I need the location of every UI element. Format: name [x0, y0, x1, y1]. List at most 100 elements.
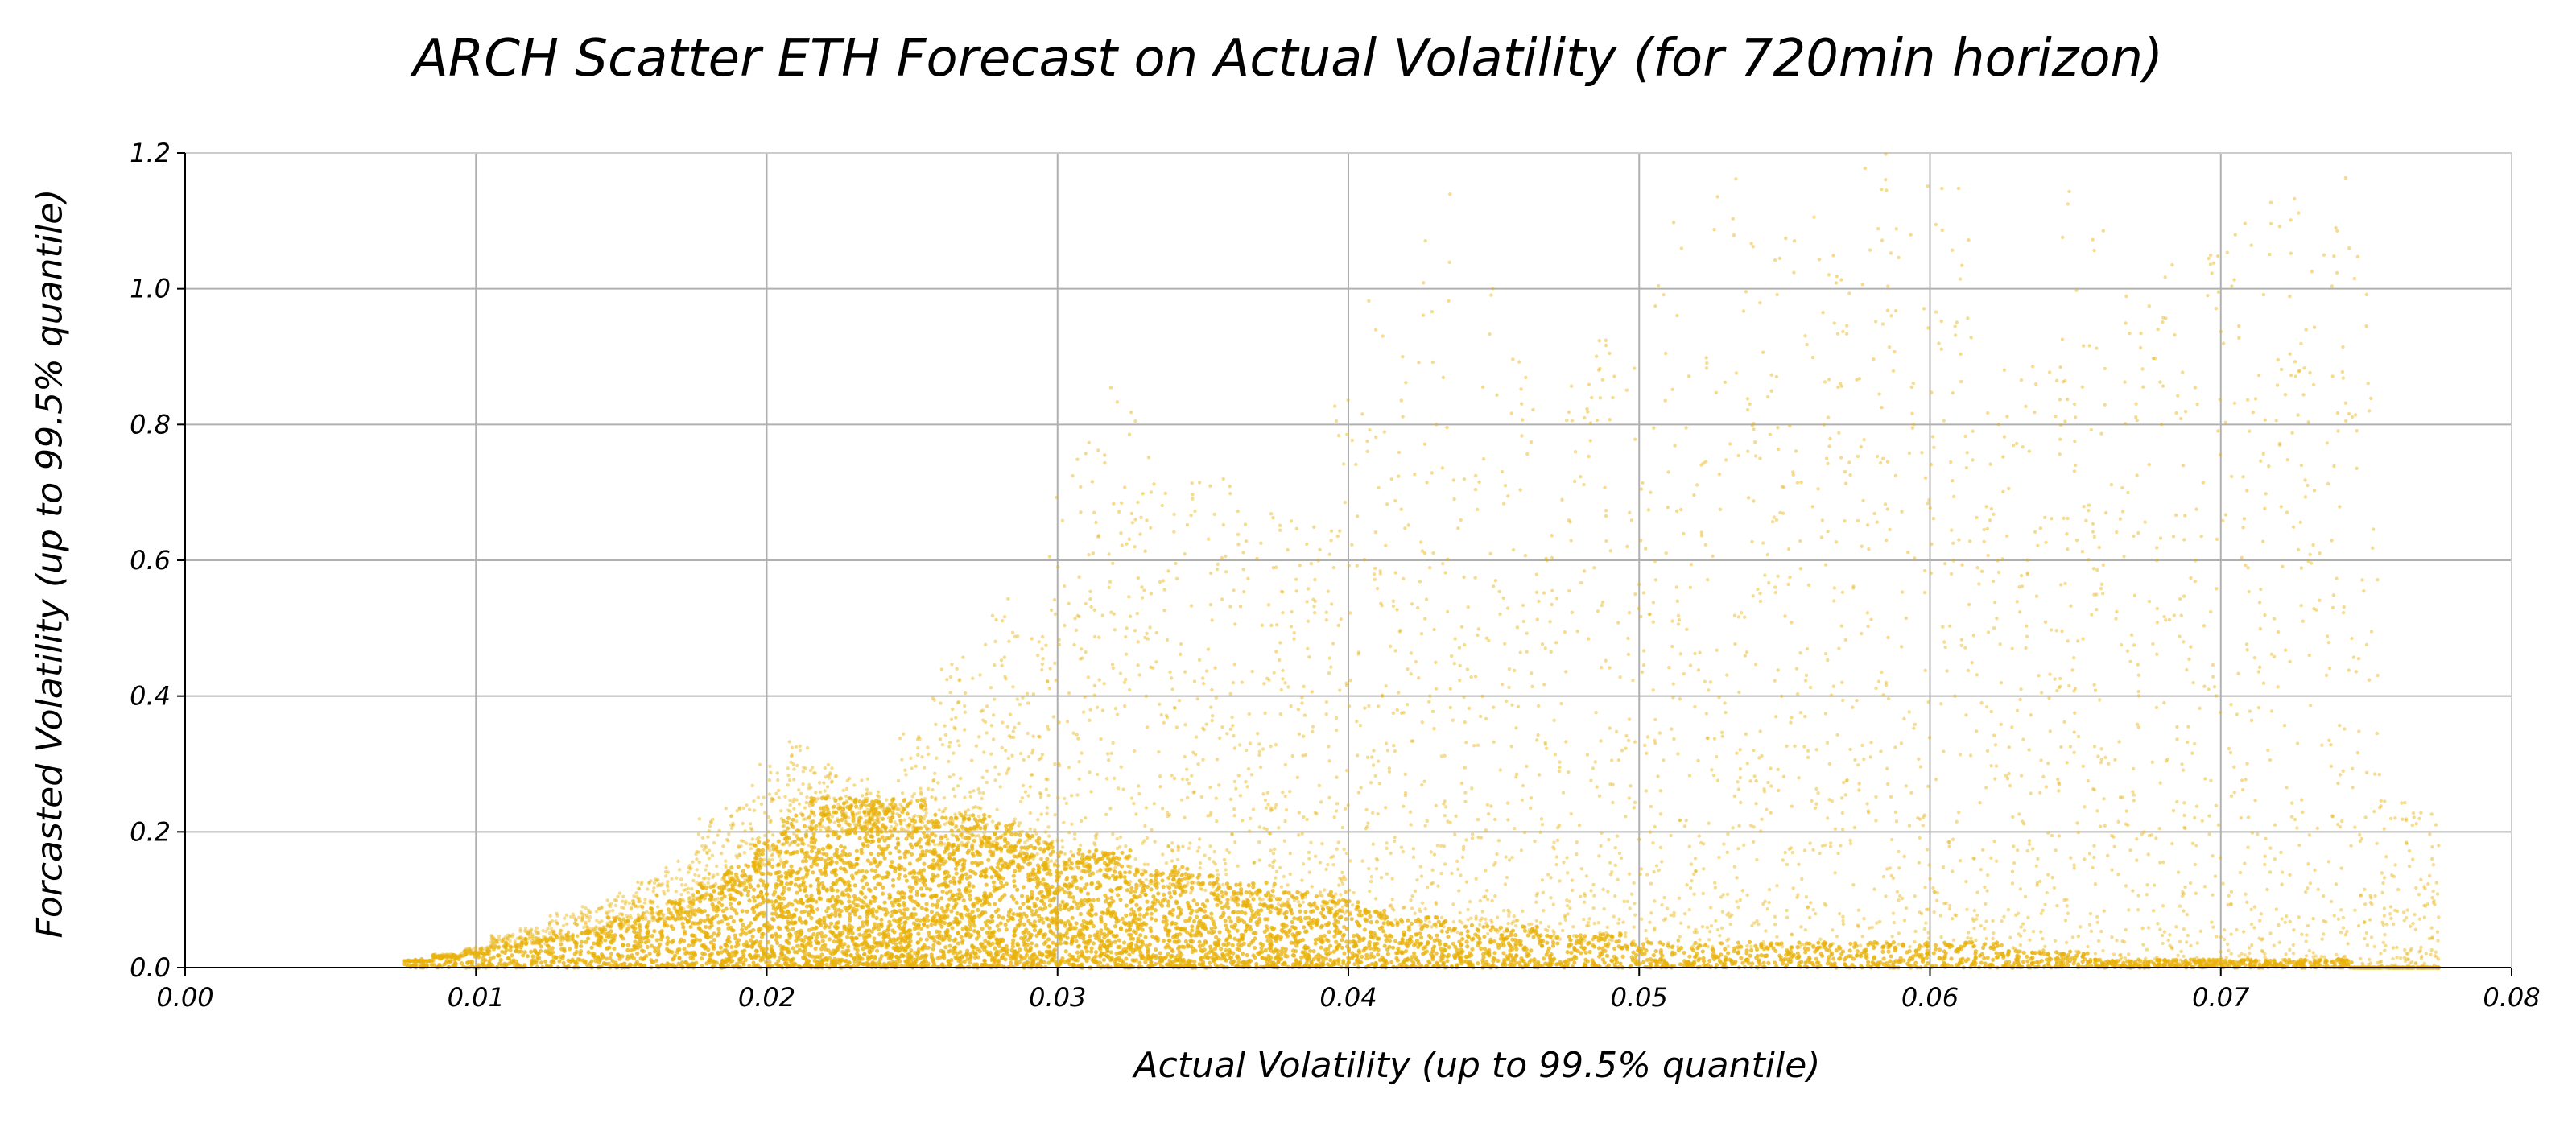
- data-point: [971, 676, 975, 680]
- data-point: [956, 930, 961, 935]
- data-point: [465, 950, 469, 954]
- data-point: [725, 871, 730, 875]
- data-point: [854, 848, 859, 853]
- data-point: [761, 947, 766, 952]
- data-point: [947, 943, 952, 948]
- data-point: [853, 902, 858, 908]
- data-point: [568, 914, 573, 919]
- data-point: [624, 928, 629, 934]
- data-point: [983, 944, 988, 950]
- data-point: [891, 937, 897, 942]
- data-point: [712, 873, 716, 877]
- data-point: [842, 881, 848, 886]
- data-point: [989, 957, 994, 963]
- data-point: [813, 838, 818, 843]
- data-point: [489, 945, 493, 949]
- data-point: [832, 820, 836, 824]
- data-point: [697, 920, 703, 925]
- data-point: [1055, 869, 1059, 874]
- data-point: [971, 853, 976, 858]
- data-point: [572, 915, 576, 919]
- data-point: [809, 823, 814, 827]
- data-point: [848, 953, 853, 958]
- data-point: [497, 937, 502, 941]
- data-point: [905, 935, 910, 939]
- data-point: [486, 952, 490, 956]
- data-point: [486, 952, 490, 956]
- data-point: [864, 838, 869, 843]
- data-point: [545, 937, 551, 942]
- data-point: [822, 781, 826, 785]
- data-point: [692, 921, 697, 926]
- data-point: [993, 765, 997, 769]
- data-point: [834, 774, 839, 778]
- data-point: [886, 805, 890, 810]
- data-point: [785, 820, 790, 825]
- data-point: [414, 962, 419, 967]
- data-point: [431, 955, 436, 960]
- data-point: [777, 795, 781, 799]
- data-point: [770, 797, 774, 801]
- data-point: [534, 942, 538, 946]
- data-point: [888, 923, 893, 927]
- data-point: [679, 906, 683, 910]
- data-point: [820, 847, 826, 852]
- data-point: [700, 894, 705, 898]
- data-point: [852, 783, 857, 787]
- data-point: [433, 952, 437, 956]
- data-point: [1031, 692, 1036, 696]
- data-point: [913, 813, 917, 818]
- data-point: [646, 881, 651, 885]
- data-point: [902, 797, 907, 802]
- data-point: [632, 894, 636, 898]
- data-point: [472, 951, 477, 955]
- data-point: [682, 947, 687, 952]
- data-point: [800, 859, 806, 864]
- data-point: [700, 836, 705, 840]
- data-point: [825, 807, 830, 811]
- data-point: [916, 814, 921, 819]
- data-point: [476, 951, 480, 955]
- data-point: [561, 936, 565, 941]
- data-point: [595, 931, 599, 935]
- data-point: [923, 796, 927, 801]
- data-point: [838, 865, 843, 871]
- data-point: [1003, 922, 1008, 927]
- data-point: [767, 778, 772, 782]
- data-point: [535, 931, 539, 935]
- data-point: [595, 931, 599, 935]
- data-point: [441, 955, 445, 960]
- data-point: [968, 912, 972, 917]
- data-point: [1037, 931, 1042, 936]
- data-point: [643, 914, 647, 919]
- data-point: [691, 901, 696, 906]
- data-point: [544, 938, 548, 942]
- data-point: [561, 960, 566, 965]
- data-point: [741, 923, 745, 927]
- data-point: [756, 894, 762, 898]
- data-point: [721, 844, 725, 848]
- data-point: [774, 846, 779, 852]
- data-point: [453, 955, 458, 959]
- data-point: [838, 805, 843, 809]
- data-point: [849, 925, 855, 930]
- data-point: [898, 855, 902, 860]
- data-point: [861, 843, 866, 848]
- data-point: [905, 907, 910, 912]
- data-point: [539, 944, 543, 949]
- data-point: [447, 952, 451, 957]
- data-point: [885, 928, 890, 933]
- data-point: [502, 944, 506, 948]
- data-point: [970, 843, 974, 847]
- data-point: [830, 859, 835, 865]
- data-point: [644, 925, 650, 930]
- data-point: [691, 878, 696, 883]
- data-point: [818, 868, 823, 873]
- data-point: [687, 919, 691, 923]
- data-point: [914, 953, 920, 958]
- data-point: [482, 952, 486, 956]
- data-point: [555, 921, 559, 926]
- data-point: [788, 798, 792, 803]
- data-point: [589, 929, 593, 934]
- data-point: [997, 877, 1001, 881]
